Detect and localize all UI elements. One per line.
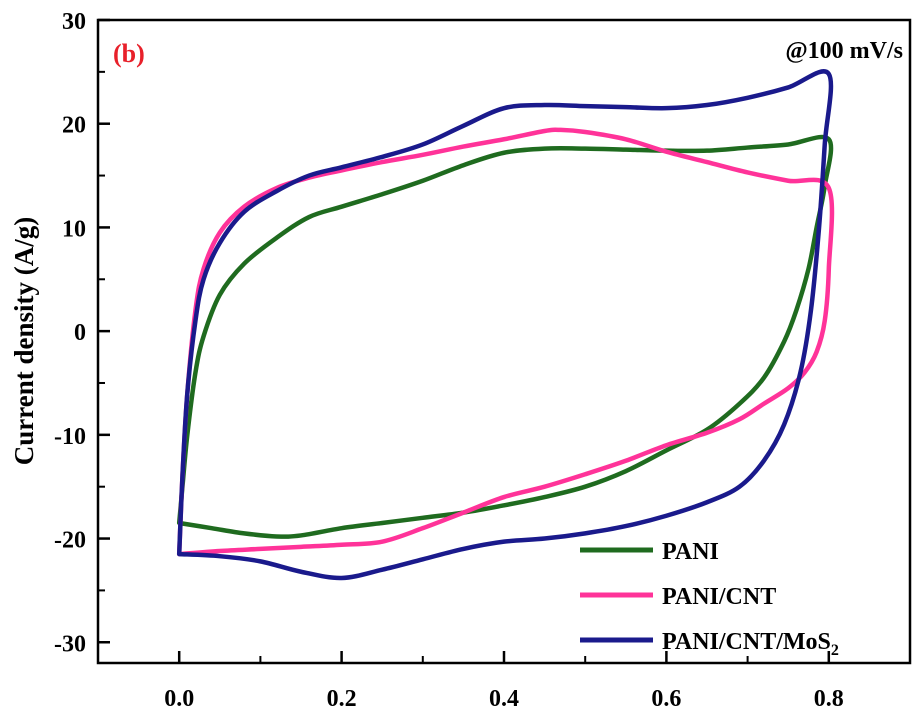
- x-tick-label: 0.6: [651, 686, 681, 712]
- panel-label: (b): [113, 39, 145, 68]
- x-tick-label: 0.8: [814, 686, 844, 712]
- x-tick-label: 0.4: [489, 686, 519, 712]
- legend-label: PANI/CNT: [662, 584, 776, 610]
- y-axis-label: Current density (A/g): [9, 217, 39, 465]
- legend: PANI PANI/CNT PANI/CNT/MoS2: [580, 539, 839, 659]
- y-tick-label: 10: [62, 216, 86, 242]
- y-tick-label: 20: [62, 113, 86, 139]
- y-tick-label: -20: [54, 528, 86, 554]
- series-layer: [176, 69, 835, 581]
- y-tick-label: -30: [54, 631, 86, 657]
- legend-label: PANI: [662, 539, 719, 565]
- plot-frame: [96, 18, 912, 665]
- axis-ticks: 0.0 0.2 0.4 0.6 0.8 -30 -20 -10 0 10 20 30: [54, 9, 911, 712]
- x-tick-label: 0.2: [327, 686, 357, 712]
- y-tick-label: -10: [54, 424, 86, 450]
- series-line-pani-cnt: [176, 127, 835, 557]
- series-line-pani: [176, 134, 834, 539]
- y-tick-label: 30: [62, 9, 86, 35]
- series-line-pani-cnt-mos2: [176, 69, 834, 581]
- x-tick-label: 0.0: [164, 686, 194, 712]
- legend-label: PANI/CNT/MoS2: [662, 629, 839, 659]
- y-tick-label: 0: [74, 320, 86, 346]
- scan-rate-annotation: @100 mV/s: [785, 38, 903, 64]
